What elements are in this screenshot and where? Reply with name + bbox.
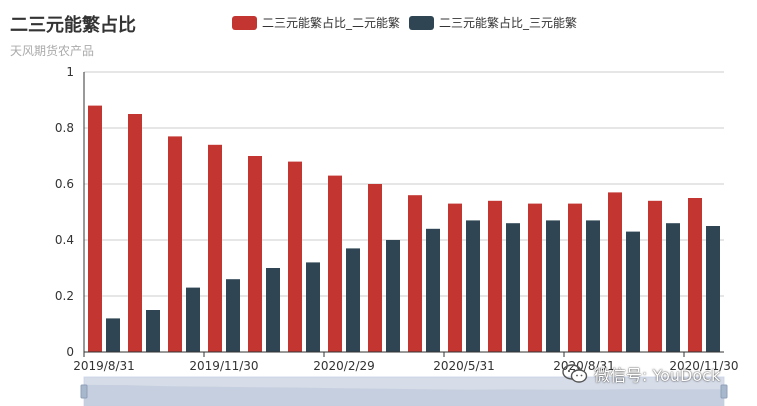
bar bbox=[506, 223, 520, 352]
bar bbox=[248, 156, 262, 352]
bar bbox=[648, 200, 662, 352]
bar bbox=[386, 240, 400, 352]
bar bbox=[408, 195, 422, 352]
bar bbox=[208, 144, 222, 352]
bar bbox=[288, 161, 302, 352]
bar bbox=[306, 262, 320, 352]
bar bbox=[106, 318, 120, 352]
bar bbox=[88, 105, 102, 352]
legend-item-binary[interactable]: 二三元能繁占比_二元能繁 bbox=[232, 14, 400, 31]
y-tick-label: 1 bbox=[66, 65, 74, 79]
bar bbox=[186, 287, 200, 352]
y-tick-label: 0.4 bbox=[55, 233, 74, 247]
zoom-handle bbox=[720, 384, 728, 399]
bar bbox=[368, 184, 382, 352]
legend-swatch bbox=[409, 15, 434, 30]
bar bbox=[626, 231, 640, 352]
bar bbox=[226, 279, 240, 352]
zoom-handle bbox=[80, 384, 88, 399]
bar bbox=[128, 114, 142, 352]
axes: 0 0.2 0.4 0.6 0.8 1 2019/8/31 2019/11/30 2020/2/… bbox=[55, 65, 739, 373]
y-tick-label: 0.8 bbox=[55, 121, 74, 135]
chart-title: 二三元能繁占比 bbox=[10, 15, 136, 36]
legend-label: 二三元能繁占比_二元能繁 bbox=[262, 16, 401, 30]
x-tick-label: 2020/2/29 bbox=[313, 359, 375, 373]
wechat-icon bbox=[562, 364, 588, 383]
x-tick-label: 2020/8/31 bbox=[553, 359, 615, 373]
y-tick-label: 0.2 bbox=[55, 289, 74, 303]
y-tick-label: 0.6 bbox=[55, 177, 74, 191]
y-tick-label: 0 bbox=[66, 345, 74, 359]
bar bbox=[346, 248, 360, 352]
bar bbox=[586, 220, 600, 352]
legend-item-ternary[interactable]: 二三元能繁占比_三元能繁 bbox=[409, 14, 577, 31]
bar bbox=[266, 268, 280, 352]
x-tick-label: 2020/5/31 bbox=[433, 359, 495, 373]
bar bbox=[688, 198, 702, 352]
legend-swatch bbox=[232, 15, 257, 30]
zoom-selection bbox=[84, 377, 724, 406]
x-tick-label: 2019/11/30 bbox=[189, 359, 258, 373]
bar bbox=[466, 220, 480, 352]
bars bbox=[88, 105, 720, 352]
watermark-text: 微信号: YouDock bbox=[594, 366, 721, 385]
bar bbox=[426, 228, 440, 352]
bar bbox=[666, 223, 680, 352]
bar bbox=[146, 310, 160, 352]
bar bbox=[706, 226, 720, 352]
bar bbox=[608, 192, 622, 352]
x-tick-label: 2020/11/30 bbox=[669, 359, 738, 373]
bar bbox=[528, 203, 542, 352]
legend-label: 二三元能繁占比_三元能繁 bbox=[439, 16, 578, 30]
bar bbox=[448, 203, 462, 352]
data-zoom-slider[interactable] bbox=[80, 376, 728, 406]
bar bbox=[168, 136, 182, 352]
zoom-preview-area bbox=[84, 384, 724, 406]
bar bbox=[546, 220, 560, 352]
bar bbox=[328, 175, 342, 352]
chart-subtitle: 天风期货农产品 bbox=[10, 44, 95, 58]
watermark: 微信号: YouDock bbox=[562, 362, 720, 386]
bar bbox=[488, 200, 502, 352]
x-tick-label: 2019/8/31 bbox=[73, 359, 135, 373]
bar bbox=[568, 203, 582, 352]
